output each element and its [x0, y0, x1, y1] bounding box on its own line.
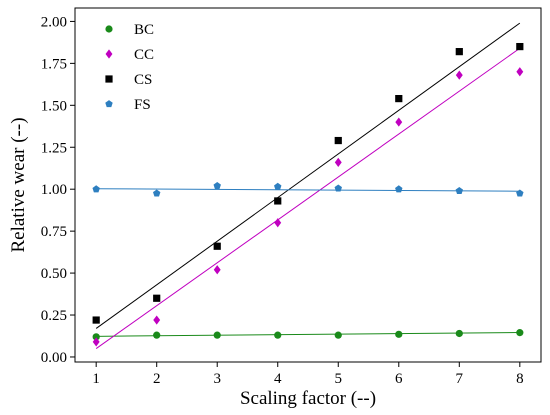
data-point-cs — [455, 48, 463, 56]
data-point-cs — [92, 316, 100, 324]
data-point-cs — [213, 242, 221, 250]
data-point-bc — [395, 330, 403, 338]
data-point-fs — [92, 185, 100, 193]
data-point-cs — [153, 294, 161, 302]
legend-marker-cs — [105, 75, 113, 83]
legend-marker-fs — [105, 100, 113, 108]
legend-label-cc: CC — [134, 47, 154, 63]
data-point-bc — [153, 331, 161, 339]
y-tick-label: 0.50 — [41, 266, 67, 282]
legend: BC CC CS FS — [105, 22, 154, 113]
fit-line-cc — [95, 47, 521, 349]
x-tick-label: 4 — [274, 371, 282, 387]
data-point-bc — [213, 331, 221, 339]
legend-label-bc: BC — [134, 22, 154, 38]
data-point-cc — [213, 265, 221, 275]
y-tick-label: 2.00 — [41, 14, 67, 30]
x-axis-label: Scaling factor (--) — [240, 388, 376, 409]
data-point-bc — [455, 329, 463, 338]
data-point-bc — [92, 333, 100, 341]
y-tick-label: 0.00 — [41, 350, 67, 366]
fit-line-bc — [96, 331, 520, 337]
x-tick-label: 2 — [153, 371, 161, 387]
x-tick-label: 5 — [335, 371, 343, 387]
x-tick-label: 8 — [516, 371, 524, 387]
data-point-fs — [213, 181, 221, 189]
x-axis: 1 2 3 4 5 6 7 8 — [92, 362, 524, 387]
data-point-cc — [274, 218, 282, 228]
legend-label-cs: CS — [134, 72, 152, 88]
data-point-fs — [274, 182, 282, 190]
data-point-fs — [395, 185, 403, 193]
y-tick-label: 0.25 — [41, 308, 67, 324]
x-tick-label: 1 — [92, 371, 100, 387]
data-point-fs — [152, 189, 161, 197]
x-tick-label: 3 — [213, 371, 221, 387]
fit-line-fs — [96, 188, 520, 192]
data-point-cc — [395, 117, 403, 127]
y-axis-label: Relative wear (--) — [8, 117, 29, 252]
fit-line-cs — [95, 22, 521, 329]
data-point-fs — [455, 186, 464, 195]
data-point-cs — [274, 197, 282, 205]
data-point-cc — [153, 315, 161, 325]
legend-label-fs: FS — [134, 97, 151, 113]
data-point-bc — [274, 331, 282, 339]
data-point-cs — [516, 42, 524, 51]
legend-marker-cc — [105, 49, 113, 59]
y-tick-label: 1.25 — [41, 140, 67, 156]
data-point-cc — [92, 337, 100, 347]
legend-marker-bc — [105, 25, 113, 33]
x-tick-label: 7 — [456, 371, 464, 387]
data-point-cc — [455, 70, 463, 80]
data-point-cc — [516, 67, 524, 77]
fit-lines — [95, 22, 521, 349]
data-point-cs — [395, 94, 403, 103]
data-point-cs — [334, 136, 342, 145]
data-point-cc — [334, 157, 342, 167]
y-axis: 0.00 0.25 0.50 0.75 1.00 1.25 1.50 1.75 2.00 — [41, 14, 75, 366]
data-point-bc — [516, 329, 524, 337]
y-tick-label: 0.75 — [41, 224, 67, 240]
data-point-fs — [516, 189, 524, 197]
data-point-bc — [334, 331, 342, 339]
data-point-fs — [334, 184, 342, 192]
y-tick-label: 1.00 — [41, 182, 67, 198]
y-tick-label: 1.50 — [41, 98, 67, 114]
data-markers — [92, 42, 524, 347]
x-tick-label: 6 — [395, 371, 403, 387]
plot-frame — [74, 7, 542, 363]
y-tick-label: 1.75 — [41, 56, 67, 72]
